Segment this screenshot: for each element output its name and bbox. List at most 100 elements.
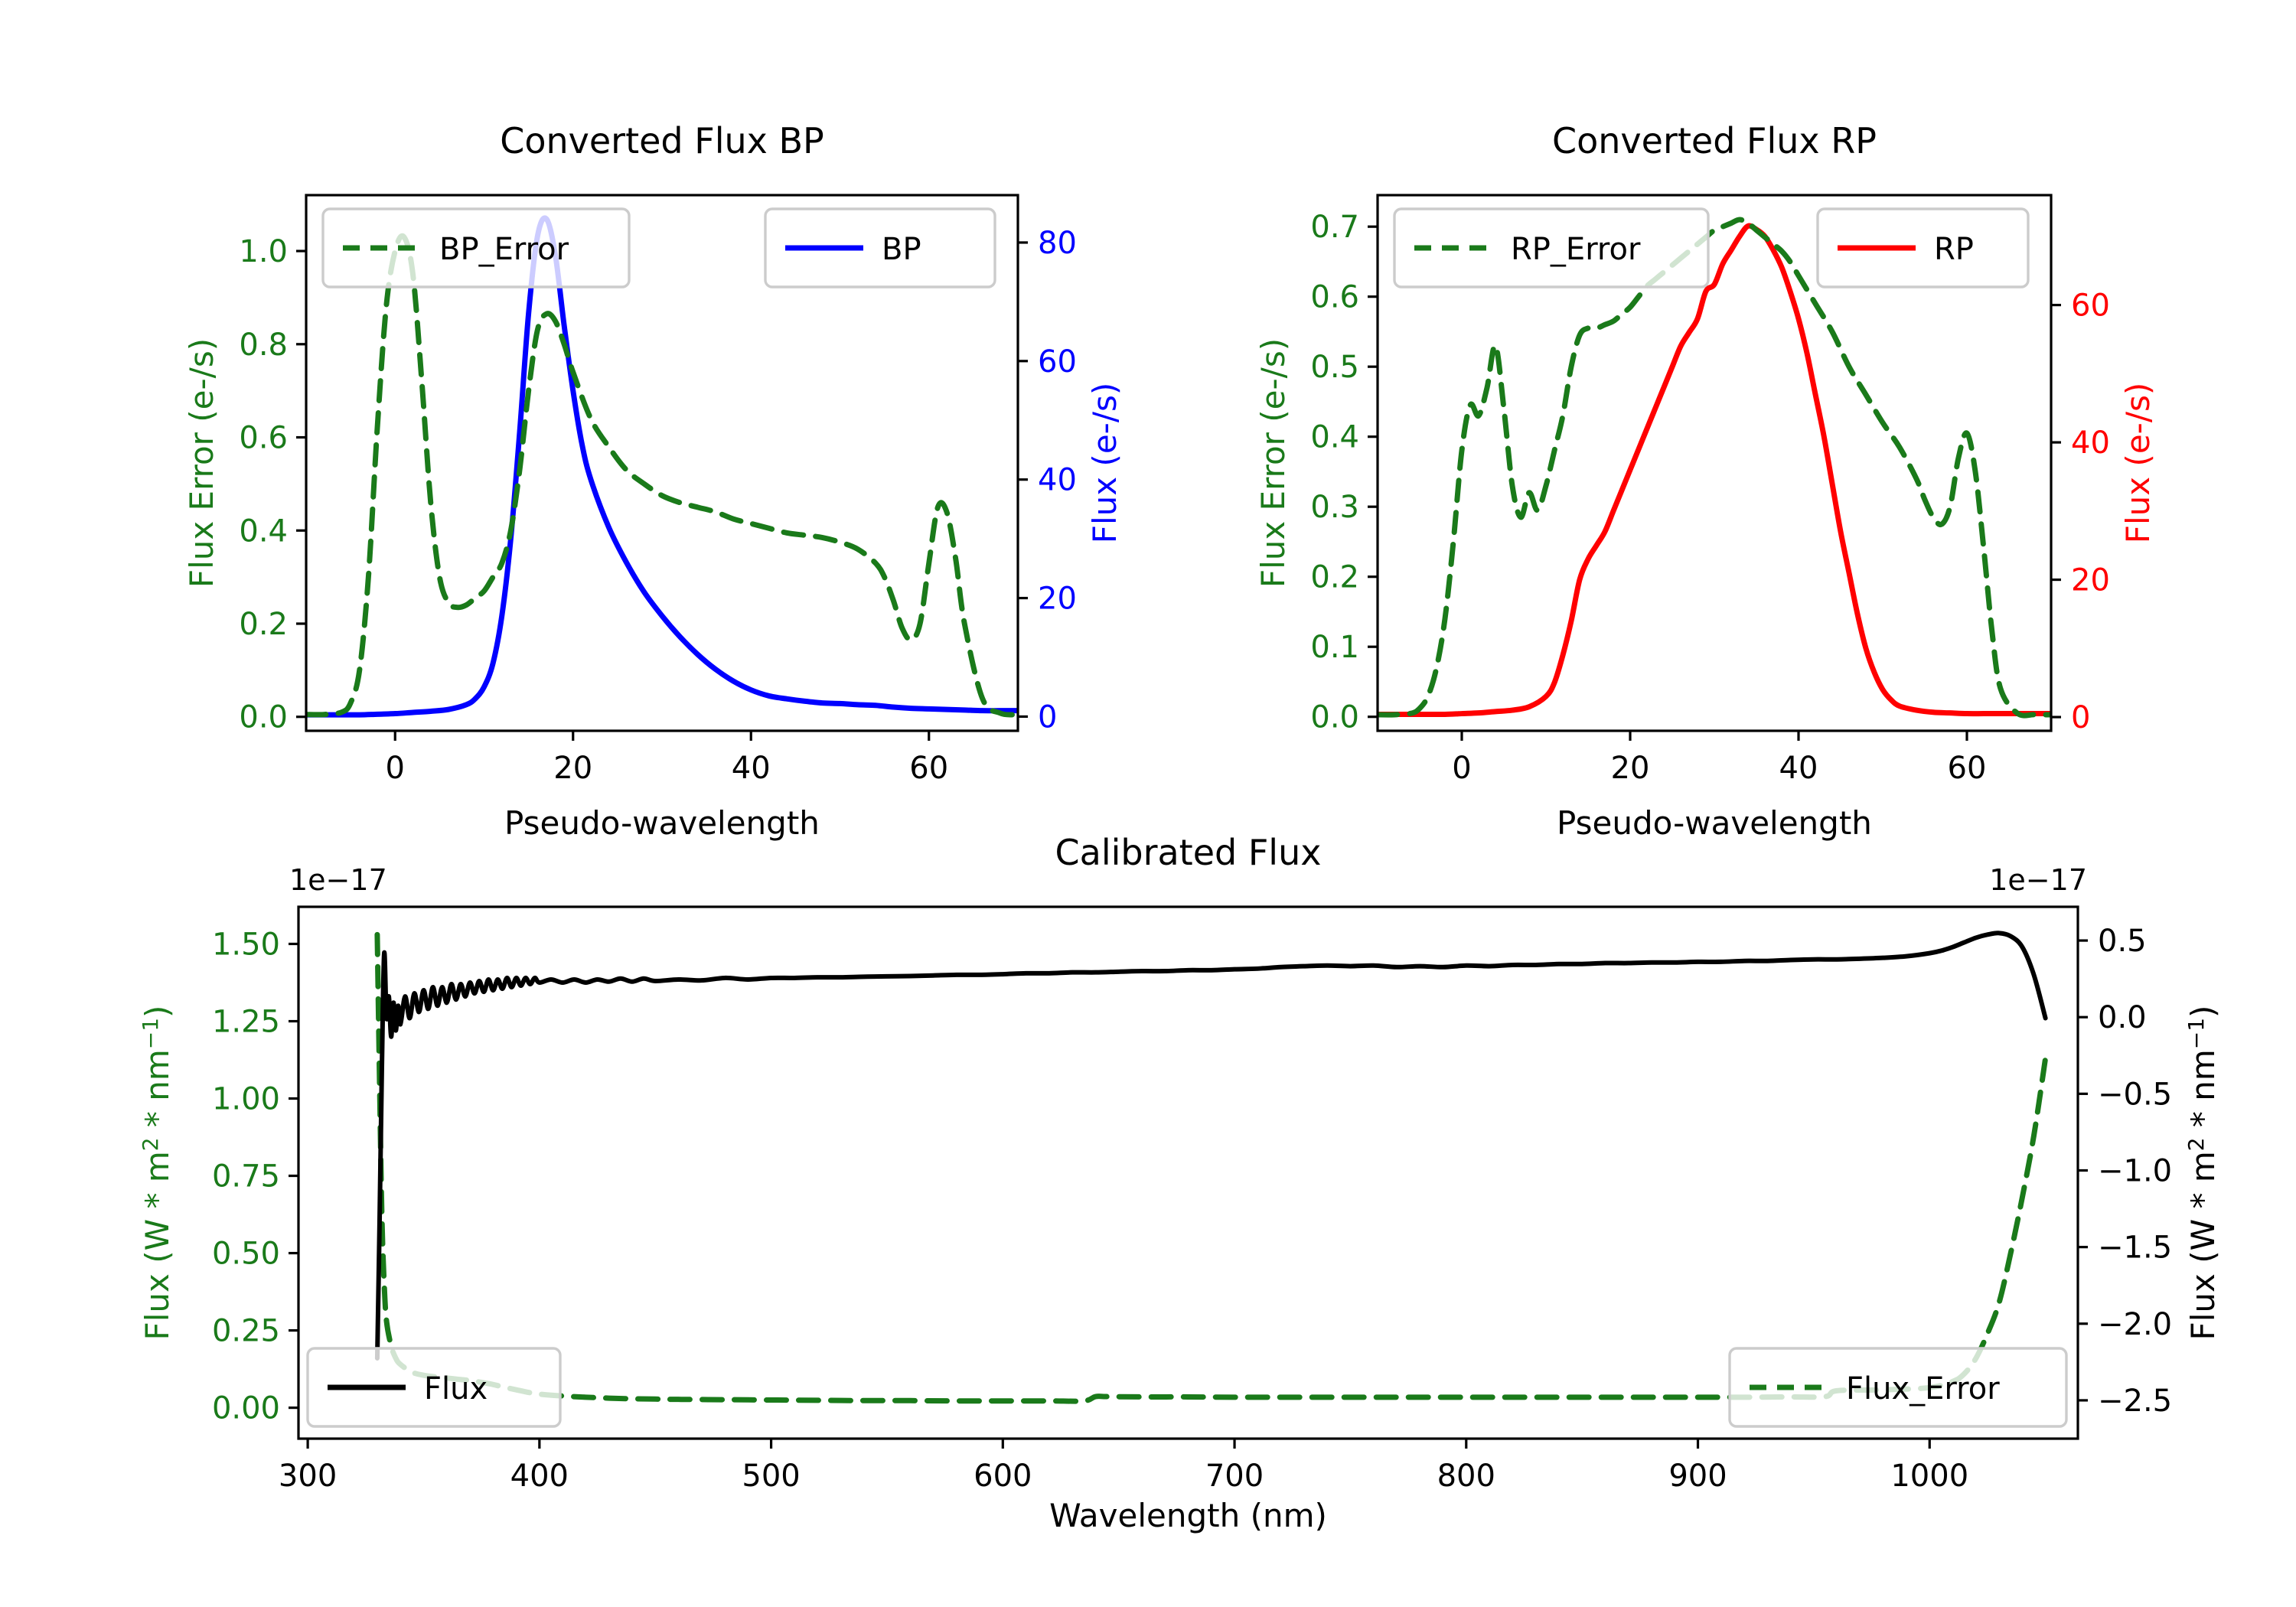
rp-ytick-right-label: 0 [2071,700,2090,735]
calibrated-xlabel: Wavelength (nm) [1049,1497,1327,1534]
bp-ytick-right-label: 40 [1038,463,1077,498]
calibrated-legend-flux-error-box [1728,1347,2068,1428]
bp-ytick-left-label: 0.2 [239,607,288,642]
rp-ytick-left-label: 0.0 [1310,700,1359,735]
bp-xtick-label: 0 [386,751,405,786]
calibrated-xtick-label: 1000 [1890,1459,1968,1494]
calibrated-ytick-left-label: 0.75 [212,1159,280,1195]
calibrated-xtick-label: 600 [974,1459,1032,1494]
bp-spines [305,194,1019,732]
calibrated-series-flux [374,931,2048,1361]
rp-ytick-left-label: 0.2 [1310,560,1359,595]
calibrated-ytick-right-label: −2.5 [2098,1384,2172,1419]
bp-series-bp_error [306,233,1018,718]
rp-xtick-label: 60 [1948,751,1987,786]
calibrated-legend-flux-error-label: Flux_Error [1846,1371,2000,1407]
calibrated-legend-flux-box [306,1347,562,1428]
rp-ytick-left-label: 0.6 [1310,280,1359,315]
bp-legend-error-box [321,207,631,288]
bp-legend-error-label: BP_Error [439,232,569,267]
bp-ytick-left-label: 0.6 [239,421,288,456]
calibrated-legend-flux[interactable]: Flux [306,1347,562,1428]
bp-ytick-left-label: 1.0 [239,234,288,269]
rp-spines [1376,194,2053,732]
calibrated-offset-right: 1e−17 [1989,863,2087,897]
rp-series-rp [1378,223,2051,718]
calibrated-legend-flux-label: Flux [424,1371,488,1407]
calibrated-xtick-label: 900 [1668,1459,1727,1494]
calibrated-ytick-left-label: 0.50 [212,1237,280,1272]
bp-xlabel: Pseudo-wavelength [504,804,820,842]
calibrated-xtick-label: 700 [1205,1459,1264,1494]
bp-ytick-left-label: 0.0 [239,700,288,735]
calibrated-axes: 300 400 500 600 700 800 900 1000 0.00 0.25 0.50 0.7… [138,832,2222,1534]
rp-ytick-left-label: 0.1 [1310,630,1359,665]
calibrated-title: Calibrated Flux [1055,832,1322,873]
rp-frame [1376,194,2053,732]
bp-legend-error[interactable]: BP_Error [321,207,631,288]
bp-ylabel-right: Flux (e-/s) [1086,383,1124,543]
bp-ytick-right-label: 20 [1038,582,1077,617]
rp-axes: 0 20 40 60 0.0 0.1 0.2 0.3 0.4 0.5 0.6 0.7 0 20 40 60 Co… [1254,120,2157,842]
calibrated-ytick-right-label: 0.0 [2098,1000,2147,1035]
calibrated-ytick-right-label: −0.5 [2098,1077,2172,1112]
calibrated-ytick-left-label: 0.00 [212,1391,280,1426]
calibrated-xtick-label: 500 [742,1459,800,1494]
calibrated-xtick-label: 300 [279,1459,337,1494]
rp-ytick-right-label: 40 [2071,425,2110,461]
bp-legend-flux-label: BP [882,232,921,267]
calibrated-ytick-left-label: 1.50 [212,927,280,962]
rp-legend-flux[interactable]: RP [1816,207,2030,288]
calibrated-ylabel-right: Flux (W * m2 * nm−1) [2183,1006,2222,1341]
rp-xlabel: Pseudo-wavelength [1557,804,1872,842]
rp-legend-flux-label: RP [1934,232,1974,267]
rp-ytick-right-label: 60 [2071,288,2110,324]
rp-ylabel-left: Flux Error (e-/s) [1254,338,1292,588]
calibrated-xtick-label: 400 [510,1459,569,1494]
calibrated-plot-area [374,931,2049,1404]
calibrated-ytick-right-label: −2.0 [2098,1307,2172,1342]
calibrated-offset-left: 1e−17 [289,863,387,897]
calibrated-series-flux-error [374,931,2049,1404]
calibrated-ytick-right-label: −1.5 [2098,1231,2172,1266]
rp-ytick-left-label: 0.7 [1310,210,1359,245]
bp-series-bp [306,215,1018,718]
rp-legend-error-box [1393,207,1710,288]
calibrated-ytick-left-label: 0.25 [212,1314,280,1349]
calibrated-legend-flux-error[interactable]: Flux_Error [1728,1347,2068,1428]
bp-frame [305,194,1019,732]
rp-ytick-left-label: 0.3 [1310,490,1359,525]
bp-ytick-left-label: 0.8 [239,328,288,363]
bp-ytick-right-label: 60 [1038,344,1077,380]
bp-title: Converted Flux BP [500,120,824,161]
rp-xtick-label: 40 [1779,751,1818,786]
calibrated-ytick-left-label: 1.00 [212,1082,280,1117]
calibrated-ytick-left-label: 1.25 [212,1005,280,1040]
calibrated-frame [297,905,2079,1440]
rp-ylabel-right: Flux (e-/s) [2119,383,2157,543]
calibrated-ytick-right-label: 0.5 [2098,924,2147,959]
bp-ytick-right-label: 0 [1038,699,1057,735]
rp-ytick-left-label: 0.4 [1310,420,1359,455]
bp-legend-flux[interactable]: BP [764,207,996,288]
rp-plot-area [1378,217,2051,719]
rp-series-rp_error [1378,217,2051,719]
rp-ytick-right-label: 20 [2071,563,2110,598]
rp-xtick-label: 0 [1452,751,1471,786]
calibrated-spines [297,905,2079,1440]
rp-ytick-left-label: 0.5 [1310,350,1359,385]
bp-xtick-label: 40 [732,751,771,786]
bp-ytick-left-label: 0.4 [239,513,288,549]
calibrated-xtick-label: 800 [1437,1459,1495,1494]
bp-legend-flux-box [764,207,996,288]
rp-legend-error[interactable]: RP_Error [1393,207,1710,288]
rp-xtick-label: 20 [1611,751,1650,786]
bp-axes: 0 20 40 60 0.0 0.2 0.4 0.6 0.8 1.0 0 20 40 60 80 Conver… [183,120,1124,842]
calibrated-ylabel-left: Flux (W * m2 * nm−1) [138,1006,176,1341]
rp-title: Converted Flux RP [1552,120,1877,161]
rp-legend-flux-box [1816,207,2030,288]
bp-ylabel-left: Flux Error (e-/s) [183,338,220,588]
rp-legend-error-label: RP_Error [1511,232,1641,267]
